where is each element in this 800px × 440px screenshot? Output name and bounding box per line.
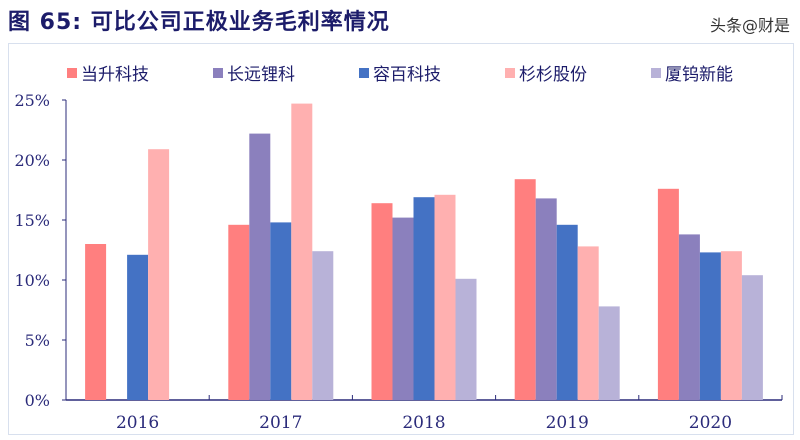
chart-frame [8,43,794,435]
legend-swatch [505,67,515,78]
bar-2017-杉杉股份 [291,103,313,400]
legend-label: 杉杉股份 [519,65,587,85]
x-tick-label: 2018 [402,413,445,433]
bar-2020-当升科技 [657,188,679,400]
bar-2017-当升科技 [228,224,250,400]
bar-2020-厦钨新能 [741,275,763,400]
bar-2018-容百科技 [413,197,435,400]
legend: 当升科技 长远锂科 容百科技 杉杉股份 厦钨新能 [0,60,800,85]
chart-title: 图 65: 可比公司正极业务毛利率情况 [8,10,390,35]
bar-2019-厦钨新能 [598,306,620,400]
legend-item: 杉杉股份 [505,60,587,85]
y-tick-label: 5% [25,331,50,350]
bar-2018-杉杉股份 [434,194,456,400]
y-tick-label: 15% [14,211,50,230]
y-tick-label: 0% [25,391,50,410]
x-tick-label: 2016 [116,413,159,433]
y-tick-label: 20% [14,151,50,170]
legend-label: 当升科技 [81,65,149,85]
bar-2019-杉杉股份 [577,246,599,400]
bar-2016-当升科技 [85,244,107,400]
bar-2017-厦钨新能 [312,251,334,400]
bar-2018-当升科技 [371,203,393,400]
bar-2019-长远锂科 [535,198,557,400]
bar-2017-长远锂科 [249,133,271,400]
y-tick-label: 10% [14,271,50,290]
legend-item: 厦钨新能 [651,60,733,85]
legend-label: 长远锂科 [227,65,295,85]
legend-item: 长远锂科 [213,60,295,85]
bar-2019-当升科技 [514,179,536,400]
bar-2020-长远锂科 [678,234,700,400]
x-tick-label: 2020 [689,413,732,433]
bar-2018-长远锂科 [392,217,414,400]
x-tick-label: 2019 [546,413,589,433]
legend-item: 容百科技 [359,60,441,85]
watermark: 头条@财是 [709,16,790,35]
legend-swatch [213,67,223,78]
legend-swatch [67,67,77,78]
bar-2016-容百科技 [127,254,149,400]
legend-label: 厦钨新能 [665,65,733,85]
y-tick-label: 25% [14,91,50,110]
bar-2020-杉杉股份 [720,251,742,400]
legend-swatch [651,67,661,78]
bar-2020-容百科技 [699,252,721,400]
bar-2019-容百科技 [556,224,578,400]
bar-2016-杉杉股份 [148,149,170,400]
bar-2017-容百科技 [270,222,292,400]
bar-2018-厦钨新能 [455,278,477,400]
x-tick-label: 2017 [259,413,302,433]
legend-label: 容百科技 [373,65,441,85]
legend-swatch [359,67,369,78]
legend-item: 当升科技 [67,60,149,85]
